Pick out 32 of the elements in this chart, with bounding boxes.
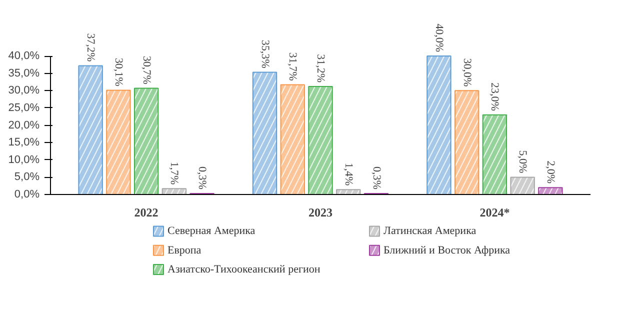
y-tick-label: 10,0% <box>8 154 40 166</box>
y-tick-label: 5,0% <box>14 171 40 184</box>
data-label: 31,7% <box>286 52 299 81</box>
data-label: 0,3% <box>370 166 382 190</box>
x-tick-label: 2023 <box>308 206 332 220</box>
legend-label: Северная Америка <box>168 225 256 238</box>
data-label: 1,7% <box>168 162 180 185</box>
data-label: 35,3% <box>258 40 271 68</box>
y-tick-label: 35,0% <box>8 67 40 80</box>
data-label: 30,1% <box>112 58 124 86</box>
data-label: 5,0% <box>516 150 529 174</box>
legend-label: Латинская Америка <box>384 225 476 238</box>
data-label: 30,0% <box>460 58 473 87</box>
x-tick-label: 2022 <box>134 206 158 220</box>
y-tick-label: 20,0% <box>8 119 40 132</box>
legend-label: Европа <box>168 244 202 256</box>
x-tick-label: 2024* <box>480 206 510 220</box>
data-label: 31,2% <box>314 54 326 83</box>
y-tick-label: 25,0% <box>8 102 40 114</box>
legend-label: Азиатско-Тихоокеанский регион <box>168 263 320 276</box>
data-label: 2,0% <box>544 160 556 184</box>
data-label: 37,2% <box>84 33 97 62</box>
y-tick-label: 40,0% <box>8 50 40 62</box>
y-tick-label: 0,0% <box>14 188 40 200</box>
data-label: 0,3% <box>196 166 208 190</box>
legend-label: Ближний и Восток Африка <box>384 244 510 256</box>
y-tick-label: 15,0% <box>8 136 40 149</box>
data-label: 23,0% <box>488 82 501 111</box>
data-label: 1,4% <box>342 162 354 186</box>
data-label: 30,7% <box>140 56 152 84</box>
data-label: 40,0% <box>432 24 445 52</box>
y-tick-label: 30,0% <box>8 84 40 97</box>
